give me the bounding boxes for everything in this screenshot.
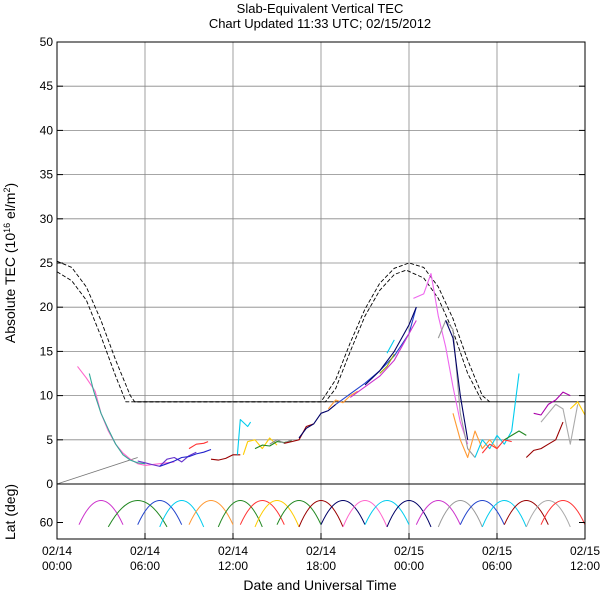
lat-passes bbox=[78, 500, 586, 528]
chart-subtitle: Chart Updated 11:33 UTC; 02/15/2012 bbox=[209, 16, 431, 31]
lat-pass bbox=[217, 500, 263, 528]
lat-pass bbox=[254, 500, 300, 528]
lat-pass bbox=[159, 500, 205, 528]
lat-pass bbox=[437, 500, 483, 528]
y-tick-label: 35 bbox=[40, 168, 54, 182]
y-tick-label: 10 bbox=[40, 389, 54, 403]
series-gray-late bbox=[540, 403, 579, 445]
x-tick-date: 02/14 bbox=[130, 544, 160, 558]
y-tick-label: 15 bbox=[40, 344, 54, 358]
main-y-axis-label: Absolute TEC (1016 el/m2) bbox=[2, 183, 18, 343]
series-green-late bbox=[504, 430, 527, 441]
reference-upper bbox=[56, 260, 490, 403]
x-tick-date: 02/15 bbox=[482, 544, 512, 558]
lat-pass bbox=[459, 500, 505, 525]
lat-grid bbox=[144, 484, 498, 539]
main-grid bbox=[57, 42, 585, 484]
series-magenta-late bbox=[533, 391, 571, 416]
x-tick-date: 02/14 bbox=[218, 544, 248, 558]
lat-pass bbox=[481, 500, 527, 528]
x-tick-time: 06:00 bbox=[130, 559, 160, 573]
series-navy-mid bbox=[298, 403, 337, 439]
lat-y-ticks: 60 bbox=[40, 516, 585, 530]
y-tick-label: 40 bbox=[40, 123, 54, 137]
series-gold-late bbox=[569, 401, 586, 416]
x-tick-time: 18:00 bbox=[306, 559, 336, 573]
y-tick-label: 20 bbox=[40, 300, 54, 314]
x-tick-time: 00:00 bbox=[394, 559, 424, 573]
x-ticks: 02/1400:0002/1406:0002/1412:0002/1418:00… bbox=[42, 533, 600, 573]
series-gray-peak bbox=[437, 319, 476, 458]
series-orange-mid bbox=[327, 390, 358, 410]
x-tick-date: 02/14 bbox=[42, 544, 72, 558]
series-dark-red-mid bbox=[284, 423, 314, 444]
series-gray-early bbox=[269, 439, 292, 445]
series-cyan-early bbox=[236, 418, 252, 455]
reference-ramp bbox=[56, 457, 138, 485]
series-dark-red-late bbox=[525, 421, 564, 458]
series-teal bbox=[88, 373, 146, 465]
series-cyan-late bbox=[474, 373, 520, 458]
series-dark-red-early bbox=[210, 454, 241, 461]
series-yellow bbox=[242, 437, 278, 455]
series-violet-peak bbox=[413, 273, 469, 445]
x-tick-date: 02/15 bbox=[394, 544, 424, 558]
series-blue-rise bbox=[335, 307, 417, 405]
series-olive bbox=[379, 353, 395, 374]
lat-pass bbox=[298, 500, 344, 528]
series-magenta-rise bbox=[349, 320, 417, 398]
main-y-ticks: 0 5 10 15 20 25 30 35 40 45 50 bbox=[40, 35, 585, 491]
y-tick-label: 45 bbox=[40, 79, 54, 93]
y-tick-label: 5 bbox=[46, 433, 53, 447]
x-tick-time: 12:00 bbox=[218, 559, 248, 573]
chart-title: Slab-Equivalent Vertical TEC bbox=[237, 1, 404, 16]
lat-pass bbox=[137, 500, 183, 525]
lat-pass bbox=[503, 500, 549, 525]
lat-pass bbox=[415, 500, 461, 525]
lat-pass bbox=[525, 500, 571, 528]
lat-pass bbox=[78, 500, 124, 525]
lat-pass bbox=[107, 500, 168, 528]
series-cyan-rise bbox=[386, 339, 395, 354]
lat-pass bbox=[364, 500, 410, 525]
lat-tick-label: 60 bbox=[40, 516, 54, 530]
lat-pass bbox=[342, 500, 388, 528]
y-tick-label: 25 bbox=[40, 256, 54, 270]
x-axis-label: Date and Universal Time bbox=[243, 577, 397, 593]
series-orange-late bbox=[452, 413, 498, 459]
reference-curves bbox=[56, 260, 585, 485]
lat-y-axis-label: Lat (deg) bbox=[2, 484, 18, 540]
series-blue bbox=[159, 448, 212, 467]
y-tick-label: 0 bbox=[46, 477, 53, 491]
x-tick-time: 00:00 bbox=[42, 559, 72, 573]
series-navy-peak bbox=[445, 320, 469, 440]
reference-lower bbox=[56, 269, 483, 403]
series-purple bbox=[137, 451, 197, 467]
lat-pass bbox=[320, 500, 366, 525]
lat-pass bbox=[276, 500, 322, 525]
y-tick-label: 50 bbox=[40, 35, 54, 49]
y-tick-label: 30 bbox=[40, 212, 54, 226]
series-red-early bbox=[188, 441, 209, 450]
x-tick-time: 06:00 bbox=[482, 559, 512, 573]
x-tick-date: 02/14 bbox=[306, 544, 336, 558]
x-tick-date: 02/15 bbox=[570, 544, 600, 558]
tec-series bbox=[77, 273, 586, 467]
x-tick-time: 12:00 bbox=[570, 559, 600, 573]
lat-pass bbox=[188, 500, 234, 525]
lat-pass bbox=[386, 500, 432, 528]
lat-pass bbox=[540, 500, 586, 525]
lat-pass bbox=[239, 500, 285, 525]
series-navy-rise bbox=[364, 306, 417, 386]
series-pink bbox=[77, 366, 175, 466]
series-red-late bbox=[481, 439, 512, 454]
